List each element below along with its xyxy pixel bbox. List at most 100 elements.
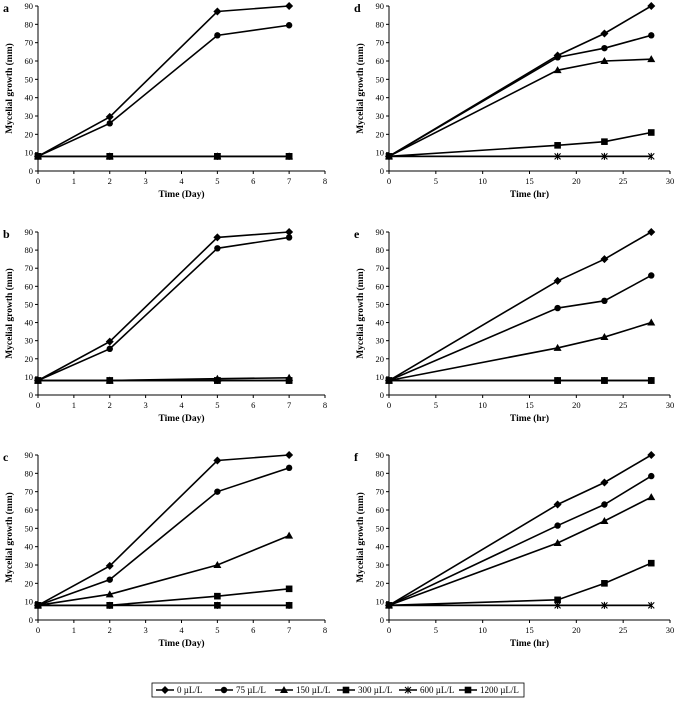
x-tick-label: 5 (215, 176, 219, 186)
series-1200-ul-l (34, 153, 293, 160)
y-tick-label: 20 (376, 354, 385, 364)
data-point (600, 517, 609, 524)
x-tick-label: 1 (72, 176, 76, 186)
y-tick-label: 80 (25, 468, 34, 478)
x-tick-label: 25 (619, 176, 628, 186)
series-line (37, 454, 290, 607)
x-tick-label: 1 (72, 625, 76, 635)
data-point (105, 590, 114, 598)
data-point (285, 585, 293, 593)
x-axis-label: Time (Day) (159, 413, 205, 424)
panel-d: d 0 10 20 30 40 50 60 70 80 90 0 5 10 15 20 25 30 Time (hr… (354, 1, 674, 200)
series-0-ul-l (34, 451, 294, 610)
x-tick-label: 5 (434, 400, 438, 410)
y-tick-label: 30 (25, 560, 34, 570)
data-point (554, 377, 561, 384)
data-point (106, 345, 113, 353)
y-tick-label: 60 (376, 56, 385, 66)
y-axis-label: Mycelial growth (mm) (4, 492, 15, 583)
series-0-ul-l (34, 2, 294, 161)
x-tick-label: 5 (434, 176, 438, 186)
y-axis-label: Mycelial growth (mm) (4, 43, 15, 134)
y-tick-label: 10 (376, 148, 385, 158)
y-tick-label: 20 (25, 129, 34, 139)
y-tick-label: 10 (25, 372, 34, 382)
y-tick-label: 0 (380, 615, 384, 625)
data-point (648, 272, 655, 279)
y-tick-label: 30 (25, 336, 34, 346)
data-point (106, 576, 113, 583)
panel-label: c (3, 450, 9, 464)
data-point (213, 456, 222, 465)
x-tick-label: 15 (525, 176, 534, 186)
series-line (388, 274, 652, 382)
y-tick-label: 70 (376, 487, 385, 497)
x-tick-label: 8 (323, 625, 327, 635)
y-tick-label: 40 (376, 542, 385, 552)
panel-label: d (354, 1, 361, 15)
x-tick-label: 6 (251, 176, 255, 186)
y-tick-label: 40 (25, 93, 34, 103)
x-tick-label: 4 (179, 176, 184, 186)
y-tick-label: 90 (25, 1, 34, 11)
series-0-ul-l (385, 2, 656, 161)
x-tick-label: 4 (179, 400, 184, 410)
x-tick-label: 5 (215, 400, 219, 410)
y-tick-label: 70 (25, 263, 34, 273)
y-tick-label: 80 (376, 19, 385, 29)
y-tick-label: 20 (376, 129, 385, 139)
data-point (553, 500, 562, 509)
data-point (554, 522, 561, 529)
data-point (601, 138, 608, 145)
x-tick-label: 0 (387, 625, 391, 635)
data-point (647, 377, 655, 384)
y-tick-label: 20 (25, 578, 34, 588)
data-point (647, 559, 655, 567)
series-line (37, 231, 290, 382)
x-tick-label: 20 (572, 176, 581, 186)
data-point (553, 276, 562, 285)
data-point (285, 2, 294, 10)
data-point (214, 602, 221, 609)
series-line (37, 24, 290, 158)
data-point (600, 29, 609, 38)
x-tick-label: 3 (144, 400, 148, 410)
y-tick-label: 60 (376, 505, 385, 515)
panel-a: a 0 10 20 30 40 50 60 70 80 90 0 1 2 3 4 5 6 7 8 Time (Day) M… (3, 1, 327, 200)
data-point (214, 488, 221, 495)
data-point (106, 602, 114, 609)
panel-f: f 0 10 20 30 40 50 60 70 80 90 0 5 10 15 20 25 30 Time (hr… (354, 450, 674, 649)
series-75-ul-l (385, 472, 655, 609)
data-point (213, 7, 222, 16)
x-tick-label: 3 (144, 176, 148, 186)
y-tick-label: 90 (376, 450, 385, 460)
series-line (388, 58, 652, 158)
y-tick-label: 0 (29, 166, 33, 176)
y-tick-label: 40 (25, 318, 34, 328)
series-line (388, 34, 652, 158)
data-point (214, 245, 221, 252)
x-tick-label: 15 (525, 400, 534, 410)
y-tick-label: 70 (376, 263, 385, 273)
y-tick-label: 50 (376, 523, 385, 533)
data-point (647, 318, 656, 326)
y-tick-label: 40 (376, 93, 385, 103)
legend-marker (220, 686, 228, 694)
data-point (601, 44, 608, 52)
series-line (388, 231, 652, 382)
y-tick-label: 80 (25, 245, 34, 255)
panel-c: c 0 10 20 30 40 50 60 70 80 90 0 1 2 3 4 5 6 7 8 Time (Day) M… (3, 450, 327, 649)
x-tick-label: 6 (251, 625, 255, 635)
series-line (388, 562, 652, 607)
panel-e: e 0 10 20 30 40 50 60 70 80 90 0 5 10 15 20 25 30 Time (hr… (354, 227, 674, 424)
x-tick-label: 0 (387, 400, 391, 410)
data-point (648, 472, 655, 480)
data-point (214, 32, 221, 39)
y-axis-label: Mycelial growth (mm) (4, 268, 15, 359)
y-tick-label: 10 (25, 148, 34, 158)
series-150-ul-l (385, 493, 656, 609)
data-point (213, 233, 222, 242)
series-line (388, 131, 652, 158)
series-1200-ul-l (34, 602, 293, 609)
